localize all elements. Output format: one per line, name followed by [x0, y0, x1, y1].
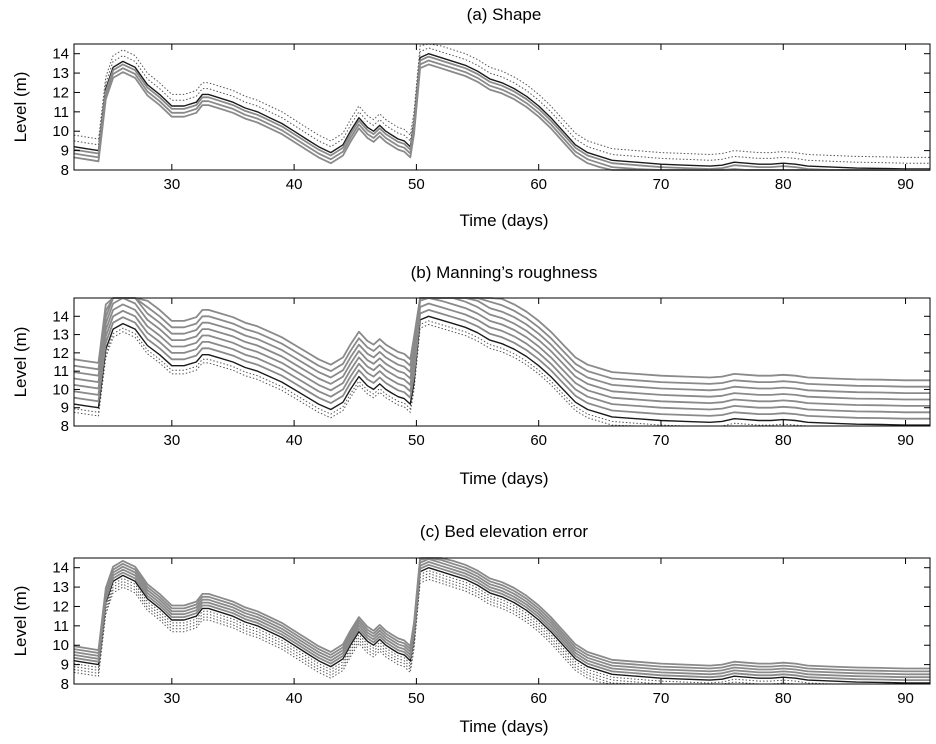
series-line-solid-dark: [73, 315, 930, 426]
series-group: [73, 557, 930, 685]
y-tick-label: 8: [61, 676, 69, 693]
x-axis-label: Time (days): [459, 717, 548, 736]
y-tick-label: 13: [52, 65, 69, 82]
series-line-solid-gray: [73, 557, 930, 670]
x-tick-label: 90: [897, 432, 914, 449]
x-tick-label: 60: [530, 176, 547, 193]
x-axis-label: Time (days): [459, 211, 548, 230]
series-line-solid-gray: [73, 557, 930, 673]
y-tick-label: 11: [53, 363, 69, 380]
y-tick-label: 11: [53, 104, 69, 121]
series-line-solid-gray: [73, 561, 930, 679]
series-line-dotted: [73, 570, 930, 685]
series-line-dotted: [73, 47, 930, 164]
x-tick-label: 90: [897, 690, 914, 707]
x-tick-label: 40: [286, 432, 303, 449]
x-tick-label: 70: [653, 176, 670, 193]
series-line-solid-gray: [73, 302, 930, 414]
series-line-solid-gray: [73, 309, 930, 420]
x-tick-label: 50: [408, 690, 425, 707]
x-tick-label: 50: [408, 176, 425, 193]
series-group: [73, 297, 930, 427]
chart-title: (c) Bed elevation error: [420, 522, 589, 541]
plot-frame: [73, 297, 931, 427]
tick-group: 30 40 50 60 70 80 90 8 9 10 11 12 13 14: [52, 558, 930, 707]
x-tick-label: 30: [163, 432, 180, 449]
plot-frame: [73, 43, 931, 171]
x-axis-label: Time (days): [459, 469, 548, 488]
series-line-dotted: [73, 320, 930, 427]
series-line-solid-gray: [73, 63, 930, 171]
y-tick-label: 12: [52, 598, 69, 615]
x-tick-label: 70: [653, 690, 670, 707]
y-tick-label: 14: [52, 560, 69, 577]
y-tick-label: 13: [52, 327, 69, 344]
y-tick-label: 12: [52, 345, 69, 362]
series-line-solid-gray: [73, 297, 930, 407]
chart-panel-b: (b) Manning’s roughness 30 40 50 60 70 80 90 89…: [11, 263, 931, 488]
y-tick-label: 14: [52, 308, 69, 325]
y-axis-label: Level (m): [11, 327, 30, 398]
plot-frame: [73, 557, 931, 685]
y-tick-label: 12: [52, 84, 69, 101]
y-tick-label: 10: [52, 123, 69, 140]
y-axis-label: Level (m): [11, 72, 30, 143]
x-tick-label: 30: [163, 690, 180, 707]
series-line-solid-gray: [73, 297, 930, 401]
tick-group: 30 40 50 60 70 80 90 8 9 10 11 12 13 14: [52, 44, 930, 193]
x-tick-label: 80: [775, 690, 792, 707]
x-tick-label: 90: [897, 176, 914, 193]
y-tick-label: 8: [61, 418, 69, 435]
series-line-solid-gray: [73, 297, 930, 388]
y-axis-label: Level (m): [11, 586, 30, 657]
series-line-solid-gray: [73, 297, 930, 382]
series-line-dotted: [73, 578, 930, 685]
series-line-solid-gray: [73, 59, 930, 171]
chart-panel-a: (a) Shape 30 40 50 60 70 80 90 8 9 10 11 12 13 14 Lev…: [11, 5, 931, 230]
y-tick-label: 9: [61, 400, 69, 417]
x-tick-label: 70: [653, 432, 670, 449]
x-tick-label: 60: [530, 432, 547, 449]
y-tick-label: 9: [61, 657, 69, 674]
series-line-solid-gray: [73, 297, 930, 394]
chart-title: (a) Shape: [467, 5, 542, 24]
series-line-dotted: [73, 324, 930, 427]
y-tick-label: 10: [52, 637, 69, 654]
x-tick-label: 50: [408, 432, 425, 449]
y-tick-label: 14: [52, 46, 69, 63]
x-tick-label: 80: [775, 176, 792, 193]
x-tick-label: 40: [286, 690, 303, 707]
series-line-dotted: [73, 575, 930, 685]
y-tick-label: 9: [61, 143, 69, 160]
y-tick-label: 8: [61, 162, 69, 179]
y-tick-label: 13: [52, 579, 69, 596]
series-line-solid-gray: [73, 558, 930, 676]
y-tick-label: 11: [53, 618, 69, 635]
chart-title: (b) Manning’s roughness: [411, 263, 598, 282]
x-tick-label: 80: [775, 432, 792, 449]
x-tick-label: 30: [163, 176, 180, 193]
y-tick-label: 10: [52, 381, 69, 398]
series-line-dotted: [73, 573, 930, 685]
x-tick-label: 60: [530, 690, 547, 707]
x-tick-label: 40: [286, 176, 303, 193]
series-group: [73, 43, 930, 171]
chart-panel-c: (c) Bed elevation error 30 40 50 60 70 80 90 8 9…: [11, 522, 931, 736]
series-line-solid-gray: [73, 55, 930, 171]
